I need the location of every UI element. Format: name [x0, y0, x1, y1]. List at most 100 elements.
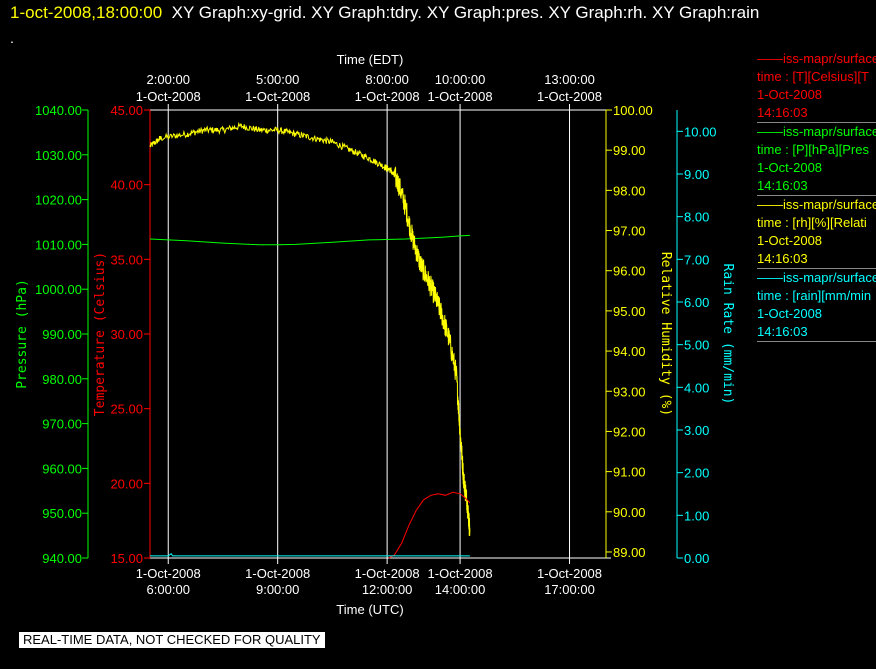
rh-tick-label: 93.00 — [613, 384, 646, 399]
legend-line: ——iss-mapr/surface — [757, 270, 876, 285]
rh-tick-label: 100.00 — [613, 103, 653, 118]
rh-tick-label: 89.00 — [613, 545, 646, 560]
rain-tick-label: 6.00 — [684, 295, 709, 310]
legend-date: 1-Oct-2008 — [757, 233, 823, 248]
temperature-tick-label: 15.00 — [110, 551, 143, 566]
rh-tick-label: 90.00 — [613, 505, 646, 520]
legend-date: 1-Oct-2008 — [757, 160, 823, 175]
rh-tick-label: 92.00 — [613, 424, 646, 439]
pressure-series-line — [149, 234, 470, 246]
rh-tick-label: 97.00 — [613, 224, 646, 239]
temperature-axis-title: Temperature (Celsius) — [93, 252, 108, 416]
x-tick-label-utc-time: 9:00:00 — [256, 582, 299, 597]
x-tick-label-edt-time: 2:00:00 — [147, 72, 190, 87]
pressure-tick-label: 1000.00 — [35, 282, 82, 297]
pressure-tick-label: 990.00 — [42, 327, 82, 342]
temperature-tick-label: 35.00 — [110, 252, 143, 267]
legend: ——iss-mapr/surface time : [T][Celsius][T… — [757, 50, 876, 342]
x-tick-label-edt-time: 5:00:00 — [256, 72, 299, 87]
rh-tick-label: 96.00 — [613, 264, 646, 279]
rain-axis-title: Rain Rate (mm/min) — [720, 264, 735, 405]
rain-tick-label: 8.00 — [684, 210, 709, 225]
temperature-tick-label: 45.00 — [110, 103, 143, 118]
window-title: 1-oct-2008,18:00:00 XY Graph:xy-grid. XY… — [10, 3, 759, 23]
x-tick-label-utc-time: 14:00:00 — [435, 582, 486, 597]
x-tick-label-utc-date: 1-Oct-2008 — [537, 566, 602, 581]
labels-layer: 1-Oct-20086:00:001-Oct-20089:00:001-Oct-… — [15, 52, 735, 617]
x-tick-label-edt-date: 1-Oct-2008 — [136, 89, 201, 104]
rh-tick-label: 99.00 — [613, 143, 646, 158]
pressure-tick-label: 970.00 — [42, 417, 82, 432]
legend-var: time : [P][hPa][Pres — [757, 142, 869, 157]
pressure-tick-label: 1020.00 — [35, 193, 82, 208]
x-tick-label-edt-date: 1-Oct-2008 — [245, 89, 310, 104]
rain-tick-label: 0.00 — [684, 551, 709, 566]
x-tick-label-edt-date: 1-Oct-2008 — [428, 89, 493, 104]
pressure-tick-label: 980.00 — [42, 372, 82, 387]
legend-time: 14:16:03 — [757, 178, 808, 193]
legend-line: ——iss-mapr/surface — [757, 124, 876, 139]
x-tick-label-utc-date: 1-Oct-2008 — [355, 566, 420, 581]
pressure-tick-label: 940.00 — [42, 551, 82, 566]
rain-series-line — [150, 552, 470, 557]
rain-tick-label: 4.00 — [684, 380, 709, 395]
legend-date: 1-Oct-2008 — [757, 87, 823, 102]
legend-date: 1-Oct-2008 — [757, 306, 823, 321]
rh-tick-label: 94.00 — [613, 344, 646, 359]
pressure-tick-label: 950.00 — [42, 506, 82, 521]
legend-var: time : [rh][%][Relati — [757, 215, 867, 230]
legend-var: time : [rain][mm/min — [757, 288, 872, 303]
x-tick-label-utc-time: 17:00:00 — [544, 582, 595, 597]
rh-tick-label: 91.00 — [613, 465, 646, 480]
pressure-tick-label: 1030.00 — [35, 148, 82, 163]
x-tick-label-edt-time: 13:00:00 — [544, 72, 595, 87]
series-layer — [149, 121, 471, 559]
rh-series-line — [149, 121, 471, 537]
title-timestamp: 1-oct-2008,18:00:00 — [10, 3, 163, 22]
legend-entry-rain[interactable]: ——iss-mapr/surface time : [rain][mm/min … — [757, 269, 876, 342]
quality-disclaimer: REAL-TIME DATA, NOT CHECKED FOR QUALITY — [19, 632, 325, 648]
title-graph-list: XY Graph:xy-grid. XY Graph:tdry. XY Grap… — [171, 3, 760, 22]
legend-line: ——iss-mapr/surface — [757, 197, 876, 212]
temperature-tick-label: 20.00 — [110, 476, 143, 491]
grid-layer — [167, 110, 571, 558]
legend-entry-rh[interactable]: ——iss-mapr/surface time : [rh][%][Relati… — [757, 196, 876, 269]
legend-time: 14:16:03 — [757, 324, 808, 339]
x-axis-title-edt: Time (EDT) — [337, 52, 404, 67]
legend-time: 14:16:03 — [757, 105, 808, 120]
rain-tick-label: 5.00 — [684, 338, 709, 353]
rain-tick-label: 1.00 — [684, 508, 709, 523]
x-tick-label-edt-date: 1-Oct-2008 — [355, 89, 420, 104]
x-axis-title-utc: Time (UTC) — [336, 602, 403, 617]
rain-tick-label: 7.00 — [684, 252, 709, 267]
x-tick-label-utc-date: 1-Oct-2008 — [428, 566, 493, 581]
pressure-axis-title: Pressure (hPa) — [15, 279, 30, 389]
rh-tick-label: 95.00 — [613, 304, 646, 319]
pressure-tick-label: 1040.00 — [35, 103, 82, 118]
x-tick-label-edt-time: 10:00:00 — [435, 72, 486, 87]
pressure-tick-label: 1010.00 — [35, 237, 82, 252]
legend-entry-pressure[interactable]: ——iss-mapr/surface time : [P][hPa][Pres … — [757, 123, 876, 196]
temperature-tick-label: 40.00 — [110, 178, 143, 193]
x-tick-label-edt-time: 8:00:00 — [365, 72, 408, 87]
legend-var: time : [T][Celsius][T — [757, 69, 869, 84]
axes-layer — [82, 104, 683, 564]
legend-entry-temperature[interactable]: ——iss-mapr/surface time : [T][Celsius][T… — [757, 50, 876, 123]
x-tick-label-utc-date: 1-Oct-2008 — [136, 566, 201, 581]
temperature-tick-label: 25.00 — [110, 402, 143, 417]
pressure-tick-label: 960.00 — [42, 461, 82, 476]
rain-tick-label: 3.00 — [684, 423, 709, 438]
x-tick-label-edt-date: 1-Oct-2008 — [537, 89, 602, 104]
x-tick-label-utc-time: 6:00:00 — [147, 582, 190, 597]
x-tick-label-utc-time: 12:00:00 — [362, 582, 413, 597]
legend-time: 14:16:03 — [757, 251, 808, 266]
temperature-series-line — [388, 491, 471, 559]
x-tick-label-utc-date: 1-Oct-2008 — [245, 566, 310, 581]
rh-axis-title: Relative Humidity (%) — [658, 252, 673, 416]
rain-tick-label: 2.00 — [684, 466, 709, 481]
legend-line: ——iss-mapr/surface — [757, 51, 876, 66]
rh-tick-label: 98.00 — [613, 183, 646, 198]
temperature-tick-label: 30.00 — [110, 327, 143, 342]
rain-tick-label: 9.00 — [684, 167, 709, 182]
